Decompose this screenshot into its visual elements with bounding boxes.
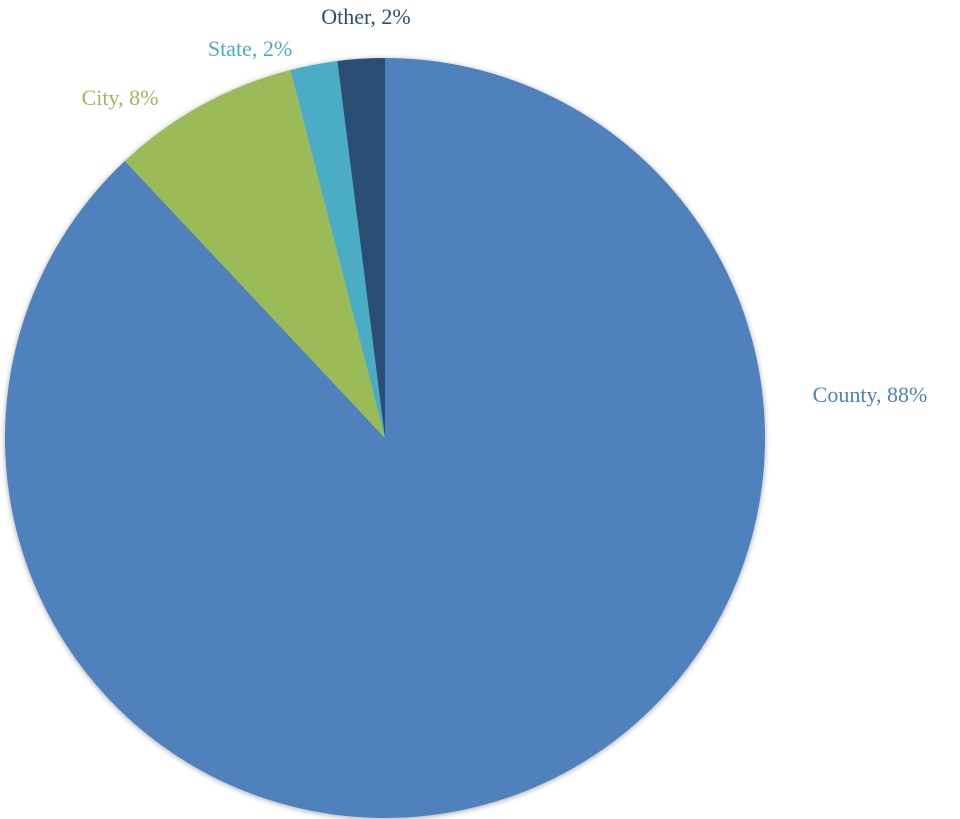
- pie-data-labels: County, 88% City, 8% State, 2% Other, 2%: [82, 4, 928, 407]
- pie-slice-city: [124, 69, 385, 438]
- pie-slices: [4, 58, 766, 818]
- pie-slice-state: [290, 60, 385, 439]
- pie-slice-other: [337, 58, 385, 438]
- data-label-county: County, 88%: [813, 382, 928, 407]
- data-label-city: City, 8%: [82, 85, 159, 110]
- data-label-state: State, 2%: [208, 36, 292, 61]
- data-label-other: Other, 2%: [321, 4, 411, 29]
